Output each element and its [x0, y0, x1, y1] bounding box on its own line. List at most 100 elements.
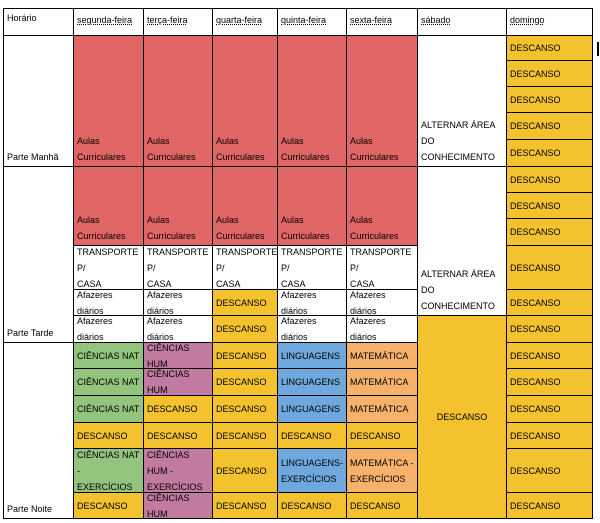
- noite-0-1[interactable]: CIÊNCIAS HUM: [143, 342, 213, 369]
- tarde-aulas-0[interactable]: Aulas Curriculares: [73, 166, 144, 246]
- afazeres1-3[interactable]: Afazeres diários: [277, 289, 347, 316]
- noite-1-1[interactable]: CIÊNCIAS HUM: [143, 368, 213, 396]
- manha-aulas-4-text: Aulas Curriculares: [350, 136, 399, 162]
- domingo-3[interactable]: DESCANSO: [506, 112, 593, 140]
- noite-5-2[interactable]: DESCANSO: [212, 492, 278, 519]
- domingo-11[interactable]: DESCANSO: [506, 342, 593, 369]
- noite-5-0[interactable]: DESCANSO: [73, 492, 144, 519]
- afazeres2-4[interactable]: Afazeres diários: [346, 315, 418, 343]
- header-day-4[interactable]: sexta-feira: [346, 8, 418, 36]
- domingo-5-text: DESCANSO: [510, 174, 561, 185]
- tarde-aulas-1[interactable]: Aulas Curriculares: [143, 166, 213, 246]
- header-day-0[interactable]: segunda-feira: [73, 8, 144, 36]
- noite-0-3[interactable]: LINGUAGENS: [277, 342, 347, 369]
- header-horario[interactable]: Horário: [3, 8, 74, 36]
- manha-aulas-1-text: Aulas Curriculares: [147, 136, 196, 162]
- manha-aulas-3[interactable]: Aulas Curriculares: [277, 35, 347, 167]
- domingo-6[interactable]: DESCANSO: [506, 192, 593, 219]
- period-noite[interactable]: Parte Noite: [3, 342, 74, 519]
- noite-3-1-text: DESCANSO: [147, 430, 198, 441]
- noite-4-2[interactable]: DESCANSO: [212, 448, 278, 493]
- noite-0-4-text: MATEMÁTICA: [350, 350, 409, 361]
- domingo-14[interactable]: DESCANSO: [506, 422, 593, 449]
- noite-5-4[interactable]: DESCANSO: [346, 492, 418, 519]
- period-tarde[interactable]: Parte Tarde: [3, 166, 74, 343]
- domingo-2[interactable]: DESCANSO: [506, 86, 593, 113]
- noite-2-4[interactable]: MATEMÁTICA: [346, 395, 418, 423]
- transporte-4[interactable]: TRANSPORTE P/ CASA: [346, 245, 418, 290]
- header-day-6[interactable]: domingo: [506, 8, 593, 36]
- noite-3-3[interactable]: DESCANSO: [277, 422, 347, 449]
- afazeres1-1[interactable]: Afazeres diários: [143, 289, 213, 316]
- noite-5-1[interactable]: CIÊNCIAS HUM: [143, 492, 213, 519]
- afazeres2-3[interactable]: Afazeres diários: [277, 315, 347, 343]
- domingo-12[interactable]: DESCANSO: [506, 368, 593, 396]
- noite-3-4[interactable]: DESCANSO: [346, 422, 418, 449]
- afazeres2-1[interactable]: Afazeres diários: [143, 315, 213, 343]
- afazeres2-0[interactable]: Afazeres diários: [73, 315, 144, 343]
- afazeres1-0[interactable]: Afazeres diários: [73, 289, 144, 316]
- domingo-10[interactable]: DESCANSO: [506, 315, 593, 343]
- manha-aulas-2[interactable]: Aulas Curriculares: [212, 35, 278, 167]
- transporte-1[interactable]: TRANSPORTE P/ CASA: [143, 245, 213, 290]
- noite-1-3[interactable]: LINGUAGENS: [277, 368, 347, 396]
- tarde-aulas-0-text: Aulas Curriculares: [77, 215, 126, 241]
- noite-1-2[interactable]: DESCANSO: [212, 368, 278, 396]
- tarde-aulas-4-text: Aulas Curriculares: [350, 215, 399, 241]
- transporte-2-text: TRANSPORTE P/ CASA: [216, 246, 278, 289]
- domingo-16-text: DESCANSO: [510, 500, 561, 511]
- header-day-1-text: terça-feira: [147, 15, 188, 25]
- transporte-3[interactable]: TRANSPORTE P/ CASA: [277, 245, 347, 290]
- header-horario-text: Horário: [7, 13, 37, 23]
- manha-aulas-4[interactable]: Aulas Curriculares: [346, 35, 418, 167]
- noite-2-1[interactable]: DESCANSO: [143, 395, 213, 423]
- domingo-0[interactable]: DESCANSO: [506, 35, 593, 61]
- noite-4-3[interactable]: LINGUAGENS- EXERCÍCIOS: [277, 448, 347, 493]
- noite-0-2[interactable]: DESCANSO: [212, 342, 278, 369]
- noite-0-0[interactable]: CIÊNCIAS NAT: [73, 342, 144, 369]
- sabado-noite[interactable]: DESCANSO: [417, 315, 507, 519]
- header-day-5[interactable]: sábado: [417, 8, 507, 36]
- header-day-1[interactable]: terça-feira: [143, 8, 213, 36]
- domingo-1[interactable]: DESCANSO: [506, 60, 593, 87]
- noite-2-1-text: DESCANSO: [147, 404, 198, 414]
- domingo-13[interactable]: DESCANSO: [506, 395, 593, 423]
- domingo-16[interactable]: DESCANSO: [506, 492, 593, 519]
- noite-2-0[interactable]: CIÊNCIAS NAT: [73, 395, 144, 423]
- domingo-4[interactable]: DESCANSO: [506, 139, 593, 167]
- noite-1-4[interactable]: MATEMÁTICA: [346, 368, 418, 396]
- transporte-2[interactable]: TRANSPORTE P/ CASA: [212, 245, 278, 290]
- tarde-aulas-4[interactable]: Aulas Curriculares: [346, 166, 418, 246]
- domingo-7[interactable]: DESCANSO: [506, 218, 593, 246]
- noite-4-0[interactable]: CIÊNCIAS NAT - EXERCÍCIOS: [73, 448, 144, 493]
- header-day-3[interactable]: quinta-feira: [277, 8, 347, 36]
- noite-0-4[interactable]: MATEMÁTICA: [346, 342, 418, 369]
- domingo-9[interactable]: DESCANSO: [506, 289, 593, 316]
- domingo-15[interactable]: DESCANSO: [506, 448, 593, 493]
- period-manha[interactable]: Parte Manhã: [3, 35, 74, 167]
- tarde-aulas-2[interactable]: Aulas Curriculares: [212, 166, 278, 246]
- afazeres1-4[interactable]: Afazeres diários: [346, 289, 418, 316]
- transporte-0[interactable]: TRANSPORTE P/ CASA: [73, 245, 144, 290]
- noite-2-3[interactable]: LINGUAGENS: [277, 395, 347, 423]
- noite-4-1[interactable]: CIÊNCIAS HUM - EXERCÍCIOS: [143, 448, 213, 493]
- header-day-6-text: domingo: [510, 15, 545, 25]
- sabado-manha[interactable]: ALTERNAR ÁREA DO CONHECIMENTO: [417, 35, 507, 167]
- header-day-2[interactable]: quarta-feira: [212, 8, 278, 36]
- tarde-aulas-3[interactable]: Aulas Curriculares: [277, 166, 347, 246]
- manha-aulas-0[interactable]: Aulas Curriculares: [73, 35, 144, 167]
- noite-4-4[interactable]: MATEMÁTICA - EXERCÍCIOS: [346, 448, 418, 493]
- afazeres1-2[interactable]: DESCANSO: [212, 289, 278, 316]
- noite-3-0[interactable]: DESCANSO: [73, 422, 144, 449]
- noite-5-3[interactable]: DESCANSO: [277, 492, 347, 519]
- sabado-tarde[interactable]: ALTERNAR ÁREA DO CONHECIMENTO: [417, 166, 507, 316]
- afazeres2-3-text: Afazeres diários: [281, 316, 317, 342]
- noite-2-2[interactable]: DESCANSO: [212, 395, 278, 423]
- noite-3-2[interactable]: DESCANSO: [212, 422, 278, 449]
- noite-1-0[interactable]: CIÊNCIAS NAT: [73, 368, 144, 396]
- afazeres2-2[interactable]: DESCANSO: [212, 315, 278, 343]
- domingo-8[interactable]: DESCANSO: [506, 245, 593, 290]
- noite-3-1[interactable]: DESCANSO: [143, 422, 213, 449]
- manha-aulas-1[interactable]: Aulas Curriculares: [143, 35, 213, 167]
- domingo-5[interactable]: DESCANSO: [506, 166, 593, 193]
